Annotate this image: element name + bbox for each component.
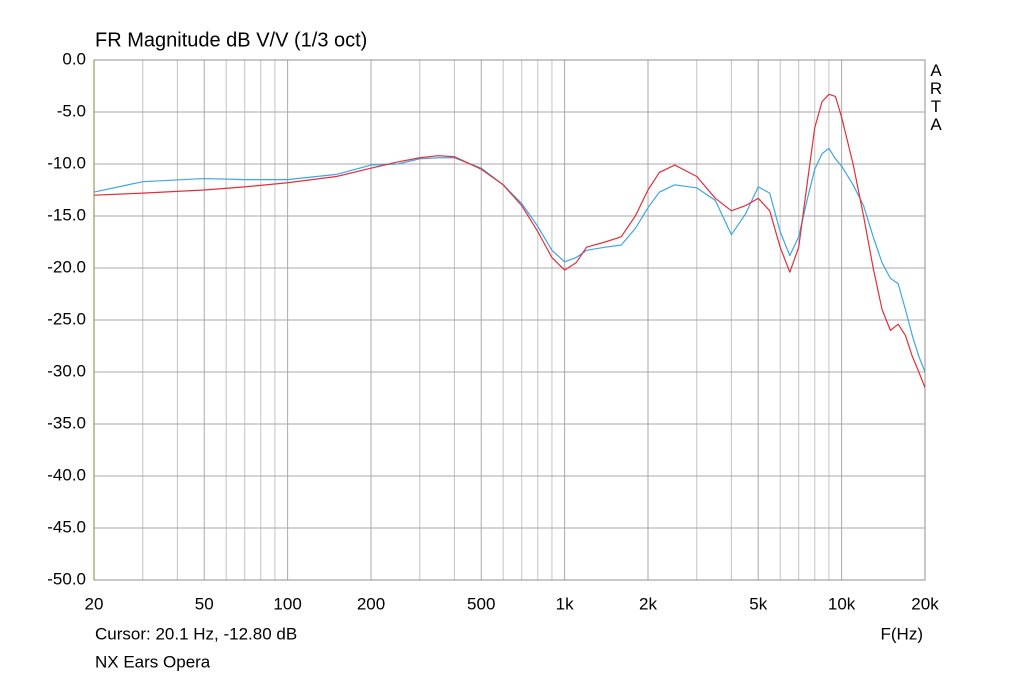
x-tick-label: 500 bbox=[467, 594, 495, 613]
cursor-readout: Cursor: 20.1 Hz, -12.80 dB bbox=[95, 624, 297, 643]
response-line bbox=[93, 147, 926, 373]
y-tick-label: -10.0 bbox=[47, 153, 86, 172]
x-tick-label: 5k bbox=[749, 594, 767, 613]
x-tick-label: 200 bbox=[357, 594, 385, 613]
x-tick-label: 20 bbox=[85, 594, 104, 613]
y-tick-label: -50.0 bbox=[47, 569, 86, 588]
y-tick-label: -25.0 bbox=[47, 309, 86, 328]
chart-title: FR Magnitude dB V/V (1/3 oct) bbox=[95, 29, 367, 51]
x-tick-label: 10k bbox=[828, 594, 856, 613]
y-tick-label: -30.0 bbox=[47, 361, 86, 380]
x-tick-label: 2k bbox=[639, 594, 657, 613]
x-tick-label: 50 bbox=[195, 594, 214, 613]
y-tick-label: 0.0 bbox=[62, 49, 86, 68]
y-tick-label: -15.0 bbox=[47, 205, 86, 224]
y-tick-label: -20.0 bbox=[47, 257, 86, 276]
y-tick-label: -45.0 bbox=[47, 517, 86, 536]
x-tick-label: 20k bbox=[911, 594, 939, 613]
caption: NX Ears Opera bbox=[95, 652, 211, 671]
x-tick-label: 1k bbox=[556, 594, 574, 613]
y-tick-label: -5.0 bbox=[57, 101, 86, 120]
y-tick-label: -40.0 bbox=[47, 465, 86, 484]
y-tick-label: -35.0 bbox=[47, 413, 86, 432]
brand: ARTA bbox=[929, 61, 943, 134]
x-axis-label: F(Hz) bbox=[881, 624, 923, 643]
response-line bbox=[93, 93, 926, 388]
x-tick-label: 100 bbox=[273, 594, 301, 613]
